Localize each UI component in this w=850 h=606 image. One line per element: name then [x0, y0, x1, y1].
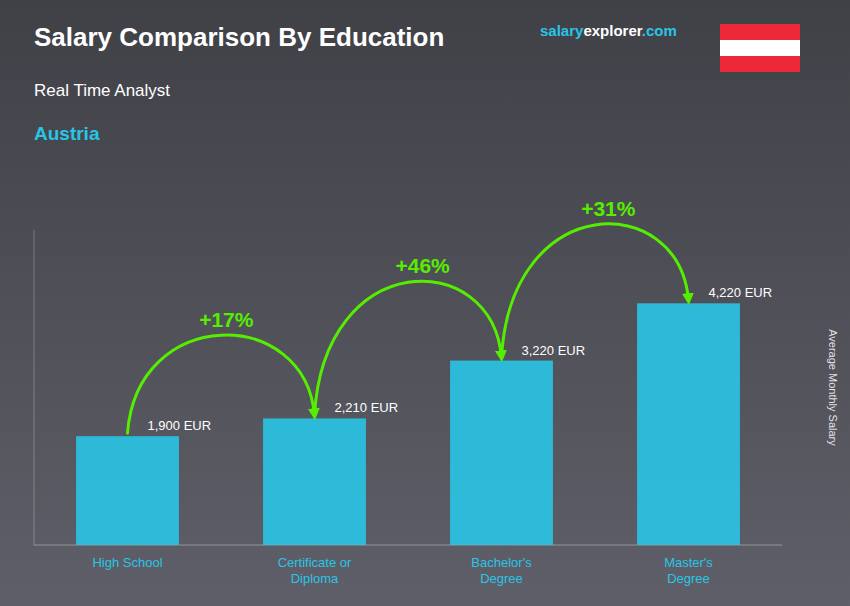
bar — [450, 361, 553, 545]
bar — [76, 436, 179, 545]
x-tick-label-line: Certificate or — [278, 555, 352, 570]
bar — [637, 303, 740, 545]
flag — [720, 24, 800, 72]
y-axis-label: Average Monthly Salary — [827, 329, 839, 446]
x-tick-label: Master'sDegree — [664, 555, 713, 586]
brand: salaryexplorer.com — [540, 22, 677, 39]
x-tick-label-line: Degree — [480, 571, 523, 586]
x-tick-label-line: Degree — [667, 571, 710, 586]
change-arrow — [315, 281, 502, 415]
change-label: +31% — [581, 197, 636, 220]
x-tick-label: Bachelor'sDegree — [471, 555, 532, 586]
chart-container: 1,900 EUR 2,210 EUR 3,220 EUR 4,220 EUR High… — [0, 0, 850, 606]
chart: 1,900 EUR 2,210 EUR 3,220 EUR 4,220 EUR High… — [0, 0, 850, 606]
value-label: 4,220 EUR — [709, 285, 773, 300]
flag-stripe — [720, 56, 800, 72]
x-tick-label: High School — [92, 555, 162, 570]
change-label: +17% — [199, 308, 254, 331]
flag-stripe — [720, 24, 800, 40]
brand-part: salary — [540, 22, 584, 39]
x-tick-label: Certificate orDiploma — [278, 555, 352, 586]
change-label: +46% — [395, 254, 450, 277]
value-label: 1,900 EUR — [148, 418, 212, 433]
x-tick-label-line: Diploma — [291, 571, 339, 586]
x-tick-label-line: Master's — [664, 555, 713, 570]
flag-stripe — [720, 40, 800, 56]
change-arrow — [502, 224, 689, 358]
x-tick-label-line: Bachelor's — [471, 555, 532, 570]
bar — [263, 418, 366, 545]
y-axis-line — [34, 230, 35, 545]
title: Salary Comparison By Education — [34, 22, 444, 52]
change-arrow — [128, 335, 315, 433]
value-label: 3,220 EUR — [522, 343, 586, 358]
background — [0, 0, 850, 606]
brand-part: .com — [642, 22, 677, 39]
value-label: 2,210 EUR — [335, 400, 399, 415]
brand-part: explorer — [583, 22, 642, 39]
x-tick-label-line: High School — [92, 555, 162, 570]
subtitle: Real Time Analyst — [34, 81, 170, 100]
bars — [76, 303, 740, 545]
country: Austria — [34, 123, 100, 144]
